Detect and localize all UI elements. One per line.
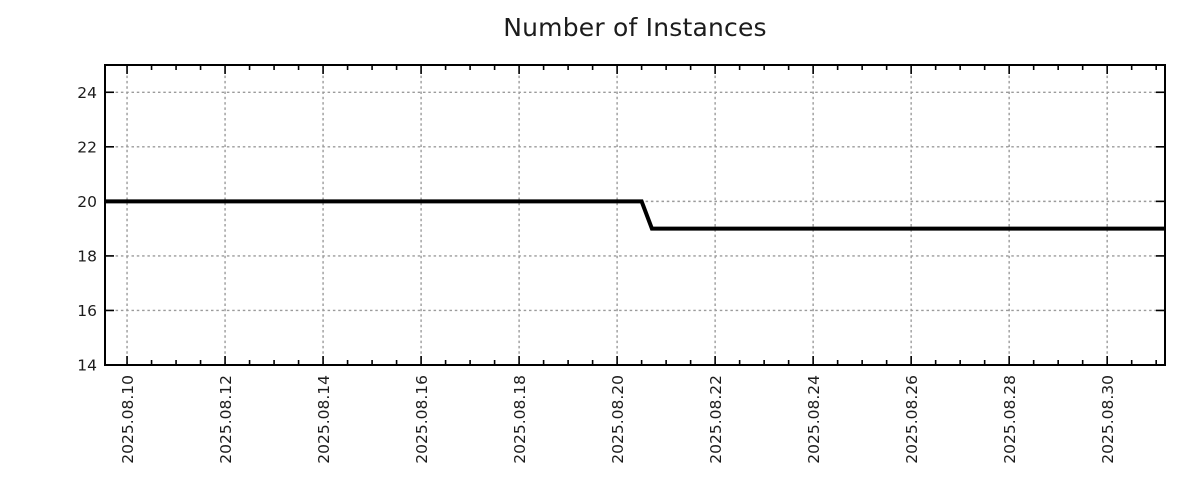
x-tick-label: 2025.08.26: [903, 375, 921, 464]
x-tick-label: 2025.08.14: [315, 375, 333, 464]
x-tick-label: 2025.08.20: [609, 375, 627, 464]
y-tick-label: 20: [77, 193, 97, 211]
x-tick-label: 2025.08.16: [413, 375, 431, 464]
x-tick-label: 2025.08.18: [511, 375, 529, 464]
x-tick-label: 2025.08.12: [217, 375, 235, 464]
y-tick-label: 16: [77, 302, 97, 320]
chart-title: Number of Instances: [503, 13, 767, 42]
x-tick-label: 2025.08.22: [707, 375, 725, 464]
x-tick-label: 2025.08.30: [1099, 375, 1117, 464]
y-tick-label: 22: [77, 138, 97, 156]
y-tick-label: 18: [77, 247, 97, 265]
x-tick-label: 2025.08.24: [805, 375, 823, 464]
x-tick-label: 2025.08.10: [119, 375, 137, 464]
x-tick-label: 2025.08.28: [1001, 375, 1019, 464]
series-line: [105, 199, 1165, 231]
y-tick-label: 24: [77, 84, 97, 102]
plot-border: [104, 64, 1166, 366]
y-tick-label: 14: [77, 357, 97, 375]
